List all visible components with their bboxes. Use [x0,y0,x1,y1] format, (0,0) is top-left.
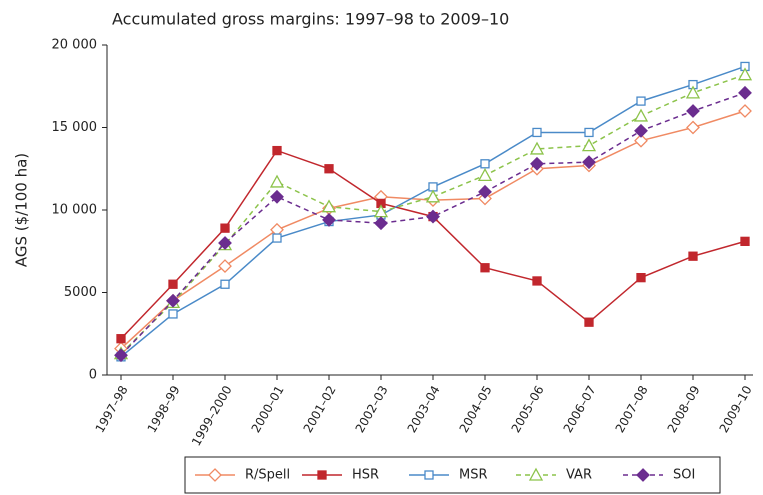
chart-title: Accumulated gross margins: 1997–98 to 20… [112,10,509,29]
legend-box [184,456,721,494]
marker [633,108,649,122]
x-tick-label: 1998–99 [145,383,183,435]
marker [686,104,700,118]
x-tick-label: 2001–02 [301,383,339,435]
y-tick-label: 15 000 [52,120,98,135]
marker [166,293,180,308]
legend-label: VAR [566,468,592,483]
marker [581,138,597,152]
marker [168,309,178,319]
y-axis-label: AGS ($/100 ha) [13,153,31,267]
x-tick-label: 2002–03 [353,383,391,435]
legend-marker [528,467,544,481]
y-tick-label: 5000 [64,285,97,300]
marker [272,233,282,243]
marker [218,259,232,274]
marker [322,212,336,227]
marker [270,189,284,204]
x-tick-label: 1999–2000 [189,383,235,448]
marker [530,156,544,171]
legend-label: R/Spell [245,468,290,483]
marker [634,133,648,148]
y-tick-label: 10 000 [52,203,98,218]
marker [532,127,542,138]
marker [529,141,545,155]
marker [269,174,285,188]
marker [685,85,701,99]
legend-marker [636,468,650,482]
marker [324,164,334,174]
x-tick-label: 2007–08 [613,383,651,435]
marker [480,159,490,169]
x-tick-label: 2009–10 [717,383,755,435]
marker [584,127,594,138]
series-line [120,92,746,356]
marker [477,167,493,181]
marker [425,189,441,203]
marker [584,317,594,327]
marker [737,67,753,81]
marker [738,104,752,118]
marker [480,263,490,273]
x-tick-label: 2006–07 [561,383,599,435]
marker [636,96,646,106]
y-tick-label: 20 000 [52,38,98,53]
x-tick-label: 2004–05 [457,383,495,435]
x-tick-label: 2005–06 [509,383,547,435]
marker [321,199,337,213]
marker [738,85,752,100]
marker [532,276,542,286]
legend-label: SOI [673,468,695,483]
series-line [120,149,746,340]
series-line [120,110,746,350]
marker [426,209,440,224]
marker [168,279,178,289]
x-tick-label: 2008–09 [665,383,703,435]
marker [374,216,388,231]
legend-label: HSR [352,468,379,483]
legend: R/Spell HSR MSR VAR SOI [184,456,721,494]
marker [218,236,232,250]
x-tick-label: 2000–01 [249,383,287,435]
marker [114,348,128,363]
marker [634,123,648,138]
x-tick-label: 2003–04 [405,383,443,435]
legend-marker [424,470,434,480]
marker [272,145,282,156]
marker [220,223,230,233]
marker [478,184,492,199]
legend-label: MSR [459,468,488,483]
marker [636,272,646,283]
legend-marker [317,470,327,480]
marker [688,251,698,261]
x-tick-label: 1997–98 [93,383,131,435]
y-tick-label: 0 [89,368,97,383]
marker [220,279,230,289]
marker [116,334,126,344]
marker [686,120,700,135]
marker [740,236,750,247]
legend-marker [208,468,222,482]
marker [582,155,596,170]
